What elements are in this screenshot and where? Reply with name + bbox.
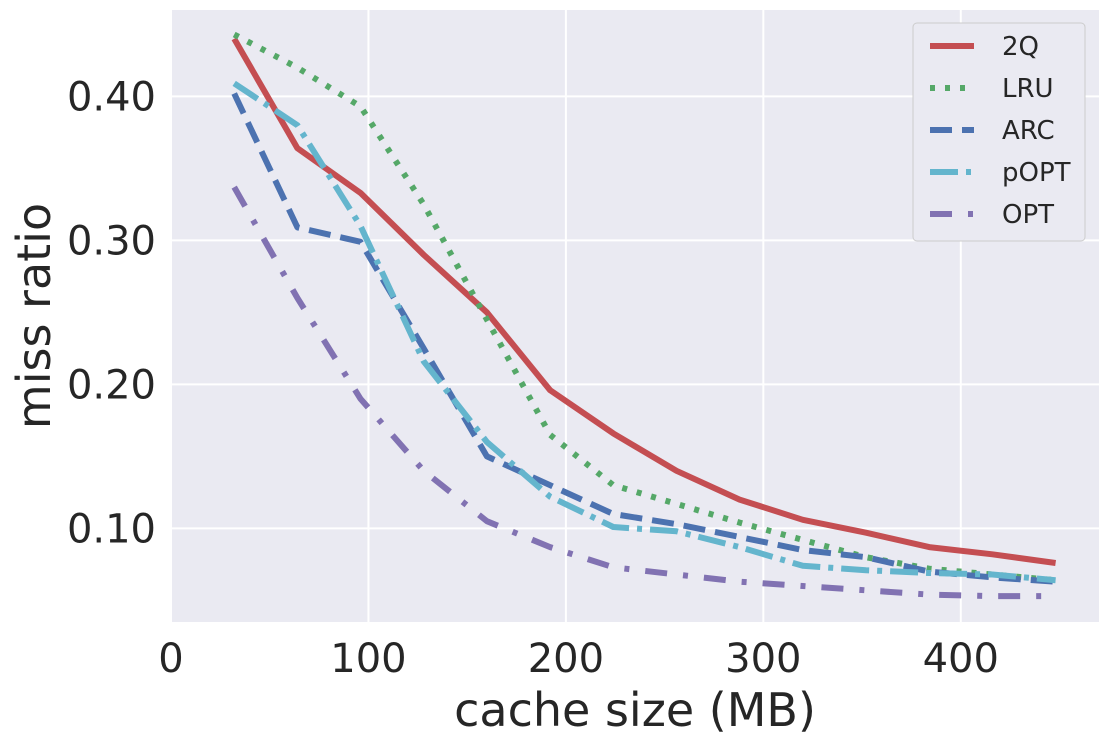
x-tick-label: 200	[528, 636, 604, 682]
series-line-arc	[231, 92, 1056, 585]
series-line-opt	[231, 185, 1056, 600]
x-axis-ticks: 0 100 200 300 400	[158, 636, 999, 682]
series-layer	[231, 31, 1057, 600]
grid-lines	[170, 10, 1099, 622]
legend-label-opt: OPT	[1002, 200, 1054, 230]
y-tick-label: 0.20	[67, 362, 156, 408]
x-axis-label: cache size (MB)	[454, 683, 816, 737]
legend-label-lru: LRU	[1002, 74, 1054, 104]
y-tick-label: 0.10	[67, 506, 156, 552]
legend-box	[912, 22, 1086, 242]
legend-label-popt: pOPT	[1002, 158, 1071, 188]
legend: 2Q LRU ARC pOPT OPT	[912, 22, 1086, 242]
y-axis-label: miss ratio	[7, 203, 61, 429]
x-tick-label: 100	[330, 636, 406, 682]
x-tick-label: 300	[725, 636, 801, 682]
series-line-popt	[232, 80, 1056, 584]
legend-label-2q: 2Q	[1002, 32, 1039, 62]
legend-label-arc: ARC	[1002, 116, 1055, 146]
y-tick-label: 0.30	[67, 218, 156, 264]
y-tick-label: 0.40	[67, 74, 156, 120]
x-tick-label: 0	[158, 636, 183, 682]
series-line-2q	[231, 37, 1057, 566]
y-axis-ticks: 0.10 0.20 0.30 0.40	[67, 74, 156, 552]
x-tick-label: 400	[923, 636, 999, 682]
